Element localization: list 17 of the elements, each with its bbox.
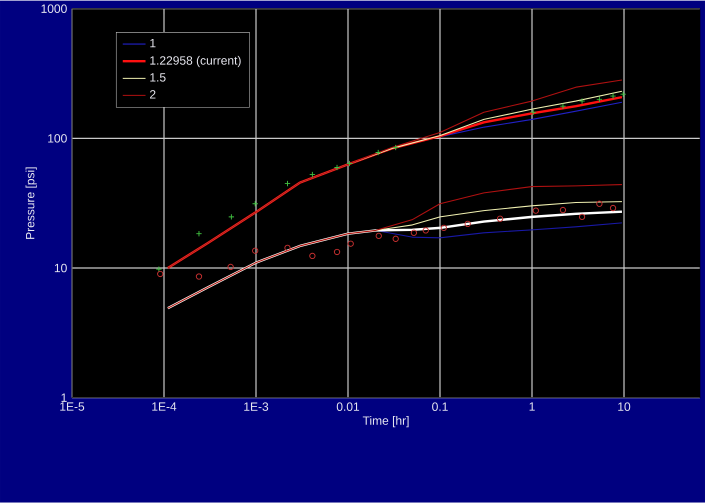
y-axis-title: Pressure [psi] [26,168,37,240]
x-tick-label: 1E-5 [60,402,84,411]
x-tick-label: 1E-4 [152,402,176,411]
x-tick-label: 0.01 [336,402,360,412]
x-axis-title: Time [hr] [362,416,409,428]
x-tick-label: 1 [530,402,535,411]
legend-label: 1 [150,39,156,48]
y-tick-label: 10 [54,264,67,272]
x-tick-label: 10 [618,402,630,412]
legend-label: 1.5 [150,73,166,82]
legend-label: 1.22958 (current) [150,56,241,68]
x-tick-label: 0.1 [432,402,448,412]
y-tick-label: 100 [48,134,67,143]
legend-label: 2 [150,90,156,99]
y-tick-label: 1000 [42,4,67,14]
y-tick-label: 1 [62,394,67,402]
x-tick-label: 1E-3 [244,402,268,412]
